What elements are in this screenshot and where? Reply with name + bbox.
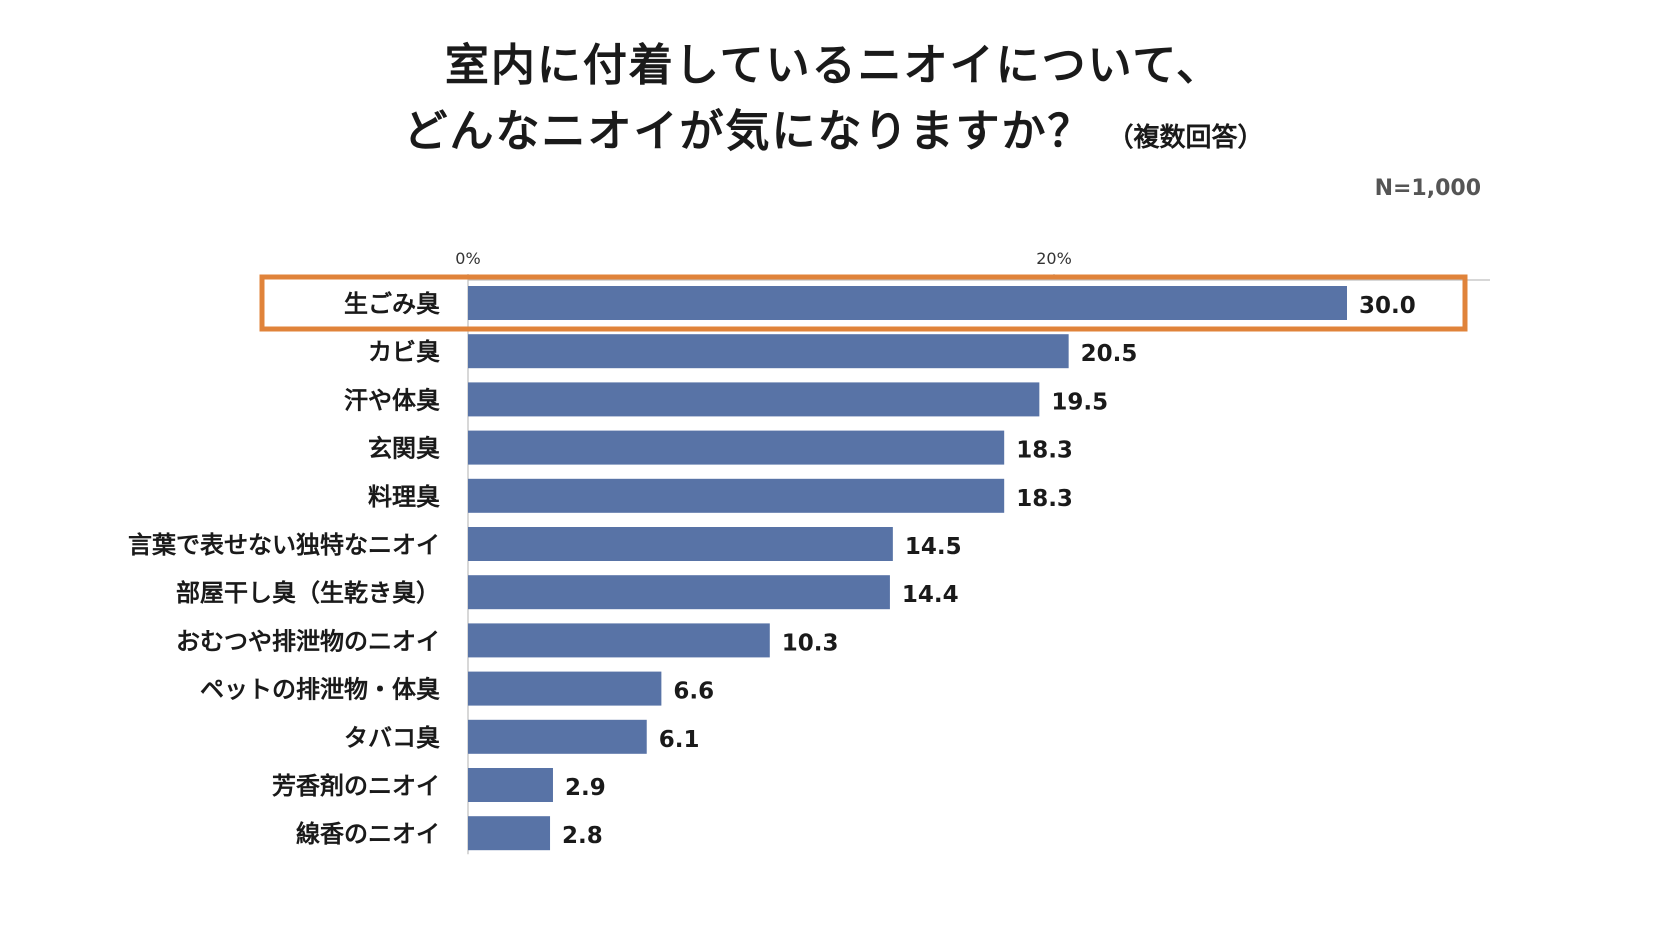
value-label: 2.8: [562, 823, 603, 849]
value-label: 10.3: [782, 630, 839, 656]
bar: [468, 623, 770, 658]
sample-size-label: N=1,000: [1374, 176, 1481, 201]
value-label: 6.6: [673, 679, 714, 705]
category-label: カビ臭: [368, 338, 440, 366]
bar: [468, 527, 893, 561]
category-label: 汗や体臭: [344, 386, 440, 414]
bar: [468, 768, 553, 802]
bar: [468, 430, 1005, 465]
bar: [468, 719, 647, 754]
bar: [468, 816, 551, 851]
highlight-box: [259, 274, 1468, 332]
value-label: 20.5: [1081, 341, 1138, 367]
value-label: 14.4: [902, 582, 959, 608]
value-label: 18.3: [1016, 486, 1073, 512]
chart-title-line2: どんなニオイが気になりますか？ （複数回答）: [0, 110, 1667, 154]
value-label: 14.5: [905, 534, 962, 560]
chart-title-note: （複数回答）: [1107, 123, 1264, 153]
x-tick-label: 0%: [455, 249, 480, 268]
x-tick-label: 20%: [1036, 249, 1072, 268]
category-label: 料理臭: [368, 483, 440, 511]
value-label: 6.1: [659, 727, 700, 753]
bar: [468, 382, 1040, 417]
value-label: 30.0: [1359, 293, 1416, 319]
value-label: 19.5: [1051, 389, 1108, 415]
category-label: 線香のニオイ: [296, 820, 440, 848]
bar: [468, 575, 890, 610]
chart-title-line1: 室内に付着しているニオイについて、: [444, 40, 1223, 91]
category-label: タバコ臭: [344, 724, 440, 752]
category-label: 芳香剤のニオイ: [272, 772, 440, 800]
category-label: ペットの排泄物・体臭: [200, 676, 440, 704]
chart-title-line2-text: どんなニオイが気になりますか？: [403, 106, 1094, 157]
category-label: おむつや排泄物のニオイ: [176, 627, 440, 655]
bar: [468, 478, 1005, 513]
value-label: 2.9: [565, 775, 606, 801]
bar: [468, 286, 1347, 320]
bar: [468, 671, 662, 706]
category-label: 言葉で表せない独特なニオイ: [128, 531, 440, 559]
category-label: 部屋干し臭（生乾き臭）: [176, 579, 440, 607]
category-label: 生ごみ臭: [344, 290, 440, 318]
category-label: 玄関臭: [368, 435, 440, 463]
bar: [468, 334, 1069, 369]
value-label: 18.3: [1016, 438, 1073, 464]
